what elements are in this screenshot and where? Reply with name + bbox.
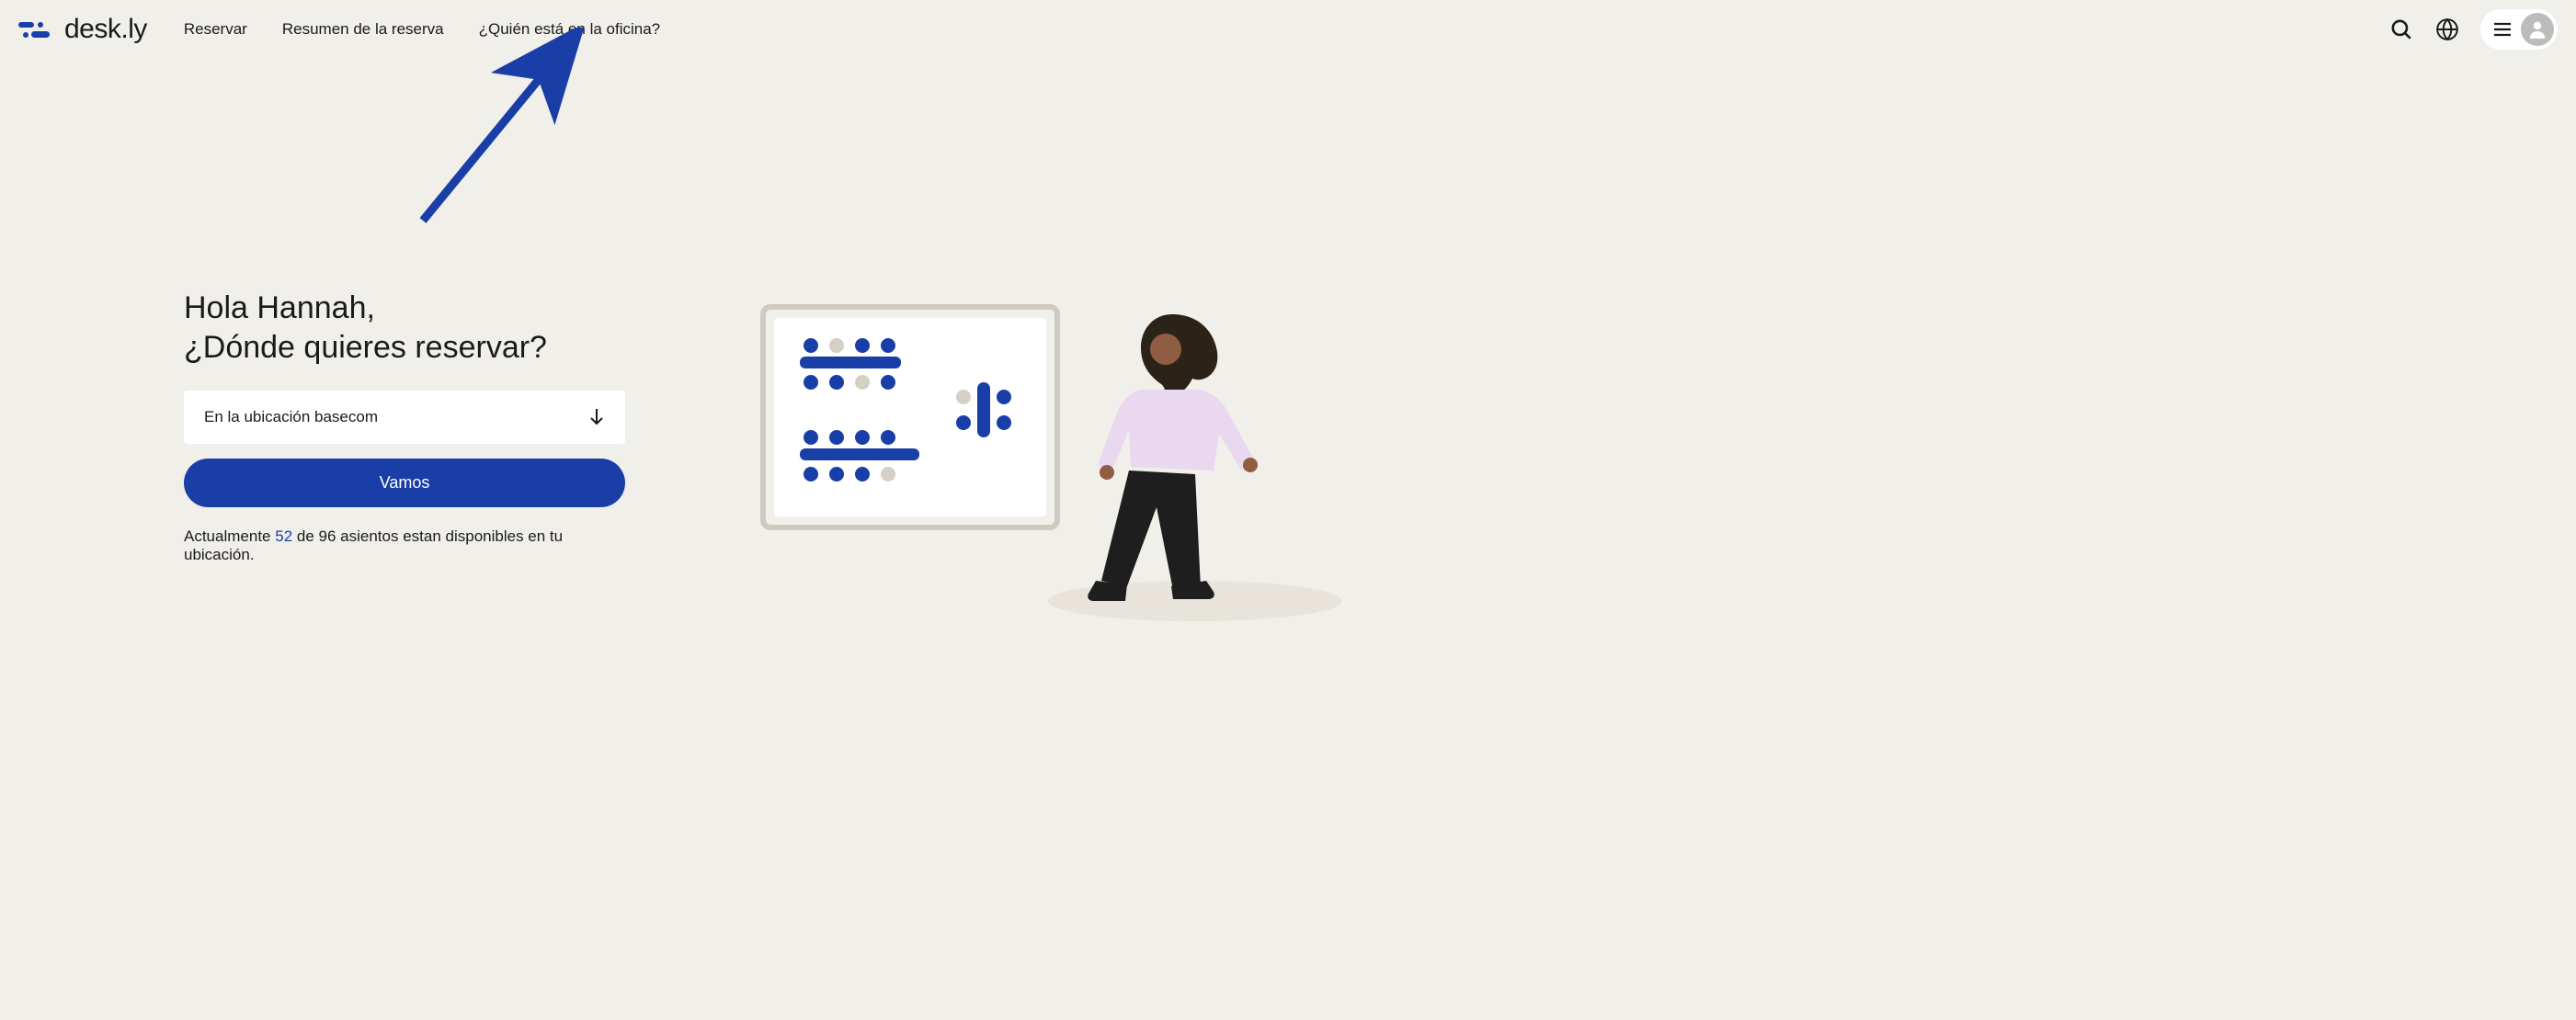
search-button[interactable] (2388, 17, 2414, 42)
availability-status: Actualmente 52 de 96 asientos estan disp… (184, 527, 625, 564)
brand-name: desk.ly (64, 14, 147, 45)
search-icon (2389, 17, 2413, 41)
go-button[interactable]: Vamos (184, 459, 625, 507)
user-icon (2526, 18, 2548, 40)
arrow-down-icon (588, 407, 605, 427)
greeting-line2: ¿Dónde quieres reservar? (184, 330, 547, 365)
illustration (754, 298, 1351, 629)
booking-panel: Hola Hannah, ¿Dónde quieres reservar? En… (184, 289, 625, 564)
app-header: desk.ly Reservar Resumen de la reserva ¿… (0, 0, 2576, 59)
greeting-line1: Hola Hannah, (184, 290, 375, 325)
main-nav: Reservar Resumen de la reserva ¿Quién es… (184, 20, 660, 39)
nav-reservar[interactable]: Reservar (184, 20, 247, 39)
globe-icon (2435, 17, 2459, 41)
logo-icon (18, 18, 55, 40)
nav-quien[interactable]: ¿Quién está en la oficina? (479, 20, 661, 39)
brand-logo[interactable]: desk.ly (18, 14, 147, 45)
total-count: 96 (319, 527, 336, 545)
profile-menu[interactable] (2480, 9, 2558, 50)
person-illustration (1088, 314, 1258, 601)
header-actions (2388, 9, 2558, 50)
hamburger-icon (2493, 22, 2512, 37)
nav-resumen[interactable]: Resumen de la reserva (282, 20, 444, 39)
greeting-heading: Hola Hannah, ¿Dónde quieres reservar? (184, 289, 625, 367)
main-content: Hola Hannah, ¿Dónde quieres reservar? En… (0, 59, 2576, 564)
avatar (2521, 13, 2554, 46)
location-label: En la ubicación basecom (204, 408, 378, 426)
location-select[interactable]: En la ubicación basecom (184, 391, 625, 444)
available-count: 52 (275, 527, 292, 545)
language-button[interactable] (2434, 17, 2460, 42)
